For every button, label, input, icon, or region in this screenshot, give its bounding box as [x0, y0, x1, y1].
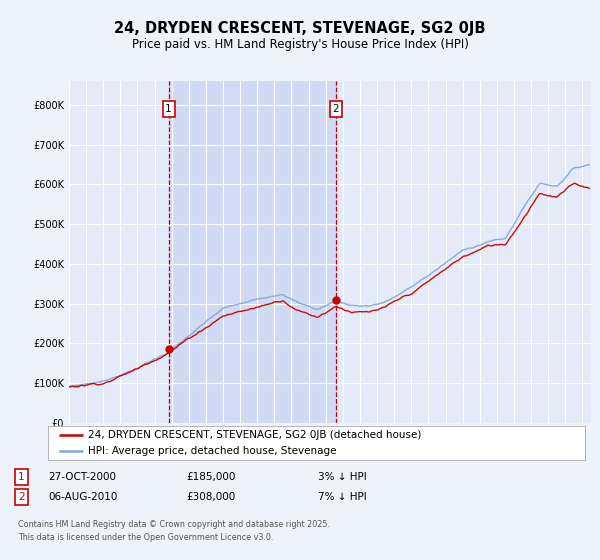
Text: £185,000: £185,000: [186, 472, 235, 482]
Text: 2: 2: [332, 104, 340, 114]
Bar: [169, 81, 336, 423]
Text: £308,000: £308,000: [186, 492, 235, 502]
Text: HPI: Average price, detached house, Stevenage: HPI: Average price, detached house, Stev…: [88, 446, 337, 456]
Text: 3% ↓ HPI: 3% ↓ HPI: [318, 472, 367, 482]
Text: 24, DRYDEN CRESCENT, STEVENAGE, SG2 0JB (detached house): 24, DRYDEN CRESCENT, STEVENAGE, SG2 0JB …: [88, 430, 422, 440]
Text: Contains HM Land Registry data © Crown copyright and database right 2025.
This d: Contains HM Land Registry data © Crown c…: [18, 520, 330, 542]
Text: 24, DRYDEN CRESCENT, STEVENAGE, SG2 0JB: 24, DRYDEN CRESCENT, STEVENAGE, SG2 0JB: [114, 21, 486, 36]
Text: 1: 1: [18, 472, 25, 482]
Text: Price paid vs. HM Land Registry's House Price Index (HPI): Price paid vs. HM Land Registry's House …: [131, 38, 469, 50]
Text: 7% ↓ HPI: 7% ↓ HPI: [318, 492, 367, 502]
Text: 06-AUG-2010: 06-AUG-2010: [48, 492, 118, 502]
Text: 1: 1: [165, 104, 172, 114]
Text: 27-OCT-2000: 27-OCT-2000: [48, 472, 116, 482]
Text: 2: 2: [18, 492, 25, 502]
